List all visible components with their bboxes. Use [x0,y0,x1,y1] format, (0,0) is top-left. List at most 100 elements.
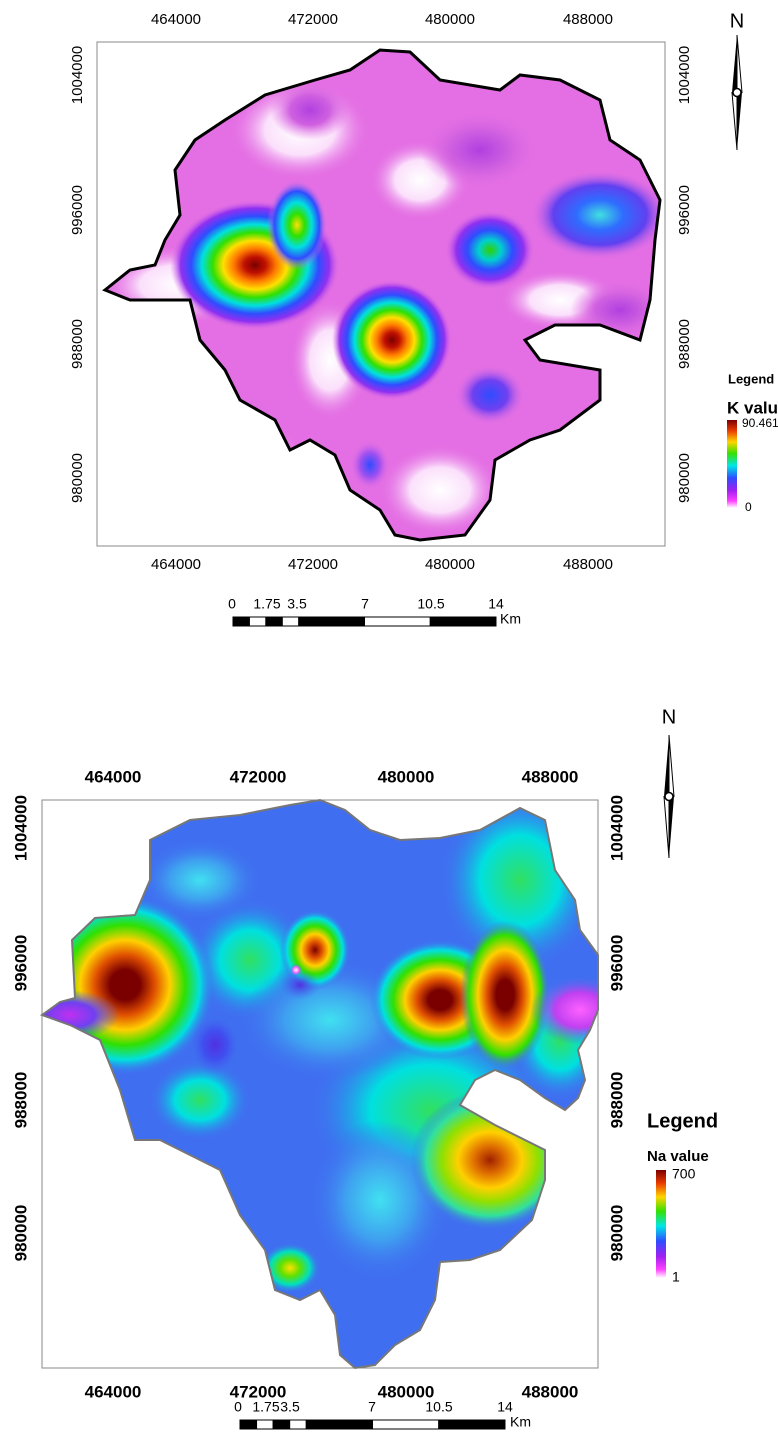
surface-blob [380,445,500,535]
surface-blob [530,170,670,260]
scale-segment [233,617,249,626]
surface-blob [445,210,535,290]
map-1 [97,42,670,546]
y-tick-label: 980000 [69,453,86,503]
scale-segment [249,617,265,626]
north-arrow [732,35,737,93]
surface-blob [190,420,310,520]
x-tick-label: 464000 [151,11,201,28]
north-arrow-hub [665,793,673,801]
surface-blob [455,365,525,425]
y-tick-label: 980000 [607,1205,626,1262]
surface [20,790,630,1380]
north-label: N [730,10,744,32]
scale-segment [299,617,365,626]
scale-segment [240,1420,257,1429]
scale-label: 14 [497,1399,513,1415]
x-tick-label: 464000 [85,1382,142,1401]
legend-max: 700 [672,1166,696,1182]
y-tick-label: 1004000 [607,795,626,861]
legend-colorbar [656,1170,666,1278]
scale-segment [365,617,431,626]
legend-min: 1 [672,1269,680,1285]
y-tick-label: 1004000 [11,795,30,861]
x-tick-label: 464000 [85,767,142,786]
y-tick-label: 988000 [676,319,693,369]
scale-segment [282,617,298,626]
y-tick-label: 980000 [676,453,693,503]
scale-segment [430,617,496,626]
scale-label: 7 [361,596,369,612]
scale-unit: Km [500,611,521,627]
scale-segment [439,1420,505,1429]
surface-blob [280,970,320,1000]
surface-blob [267,180,327,270]
north-arrow [664,735,669,797]
scale-label: 1.75 [252,1399,279,1415]
surface-blob [20,990,120,1040]
scale-unit: Km [510,1414,531,1430]
x-tick-label: 488000 [522,1382,579,1401]
y-tick-label: 1004000 [676,46,693,104]
surface-blob [290,964,302,976]
scale-segment [306,1420,372,1429]
north-arrow [664,797,669,859]
x-tick-label: 472000 [288,11,338,28]
surface-blob [190,1015,240,1075]
x-tick-label: 480000 [378,767,435,786]
y-tick-label: 996000 [607,935,626,992]
y-tick-label: 996000 [69,185,86,235]
north-arrow [737,93,742,151]
x-tick-label: 488000 [563,11,613,28]
scale-label: 3.5 [280,1399,300,1415]
y-tick-label: 988000 [11,1072,30,1129]
surface [97,42,670,546]
y-tick-label: 980000 [11,1205,30,1262]
x-tick-label: 488000 [563,556,613,573]
legend-max: 90.4619 [742,416,778,430]
surface-blob [150,1060,250,1140]
x-tick-label: 480000 [425,556,475,573]
scale-label: 0 [228,596,236,612]
legend-variable: K value [727,398,778,417]
surface-blob [332,280,452,400]
scale-label: 0 [234,1399,242,1415]
scale-label: 7 [368,1399,376,1415]
north-arrow [732,93,737,151]
map-2 [20,790,630,1380]
legend-title: Legend [728,371,774,386]
x-tick-label: 480000 [425,11,475,28]
surface-blob [350,440,390,490]
scale-segment [266,617,282,626]
scale-segment [290,1420,307,1429]
north-arrow-hub [733,89,741,97]
scale-segment [373,1420,439,1429]
surface-blob [420,110,540,190]
x-tick-label: 472000 [230,767,287,786]
surface-blob [35,895,215,1075]
y-tick-label: 1004000 [69,46,86,104]
scale-label: 3.5 [287,596,307,612]
y-tick-label: 996000 [11,935,30,992]
legend-min: 0 [745,500,752,514]
scale-segment [257,1420,274,1429]
scale-label: 10.5 [425,1399,452,1415]
y-tick-label: 996000 [676,185,693,235]
x-tick-label: 472000 [288,556,338,573]
north-arrow [669,797,674,859]
legend-variable: Na value [647,1148,709,1165]
north-arrow [669,735,674,797]
legend-colorbar [727,420,737,508]
scale-label: 14 [488,596,504,612]
x-tick-label: 488000 [522,767,579,786]
page: 464000 464000 472000 472000 480000 480000 4880… [0,0,778,1445]
north-label: N [662,706,676,728]
scale-label: 1.75 [253,596,280,612]
scale-label: 10.5 [417,596,444,612]
x-tick-label: 464000 [151,556,201,573]
scale-segment [273,1420,290,1429]
north-arrow [737,35,742,93]
legend-title: Legend [647,1110,718,1132]
y-tick-label: 988000 [69,319,86,369]
y-tick-label: 988000 [607,1072,626,1129]
